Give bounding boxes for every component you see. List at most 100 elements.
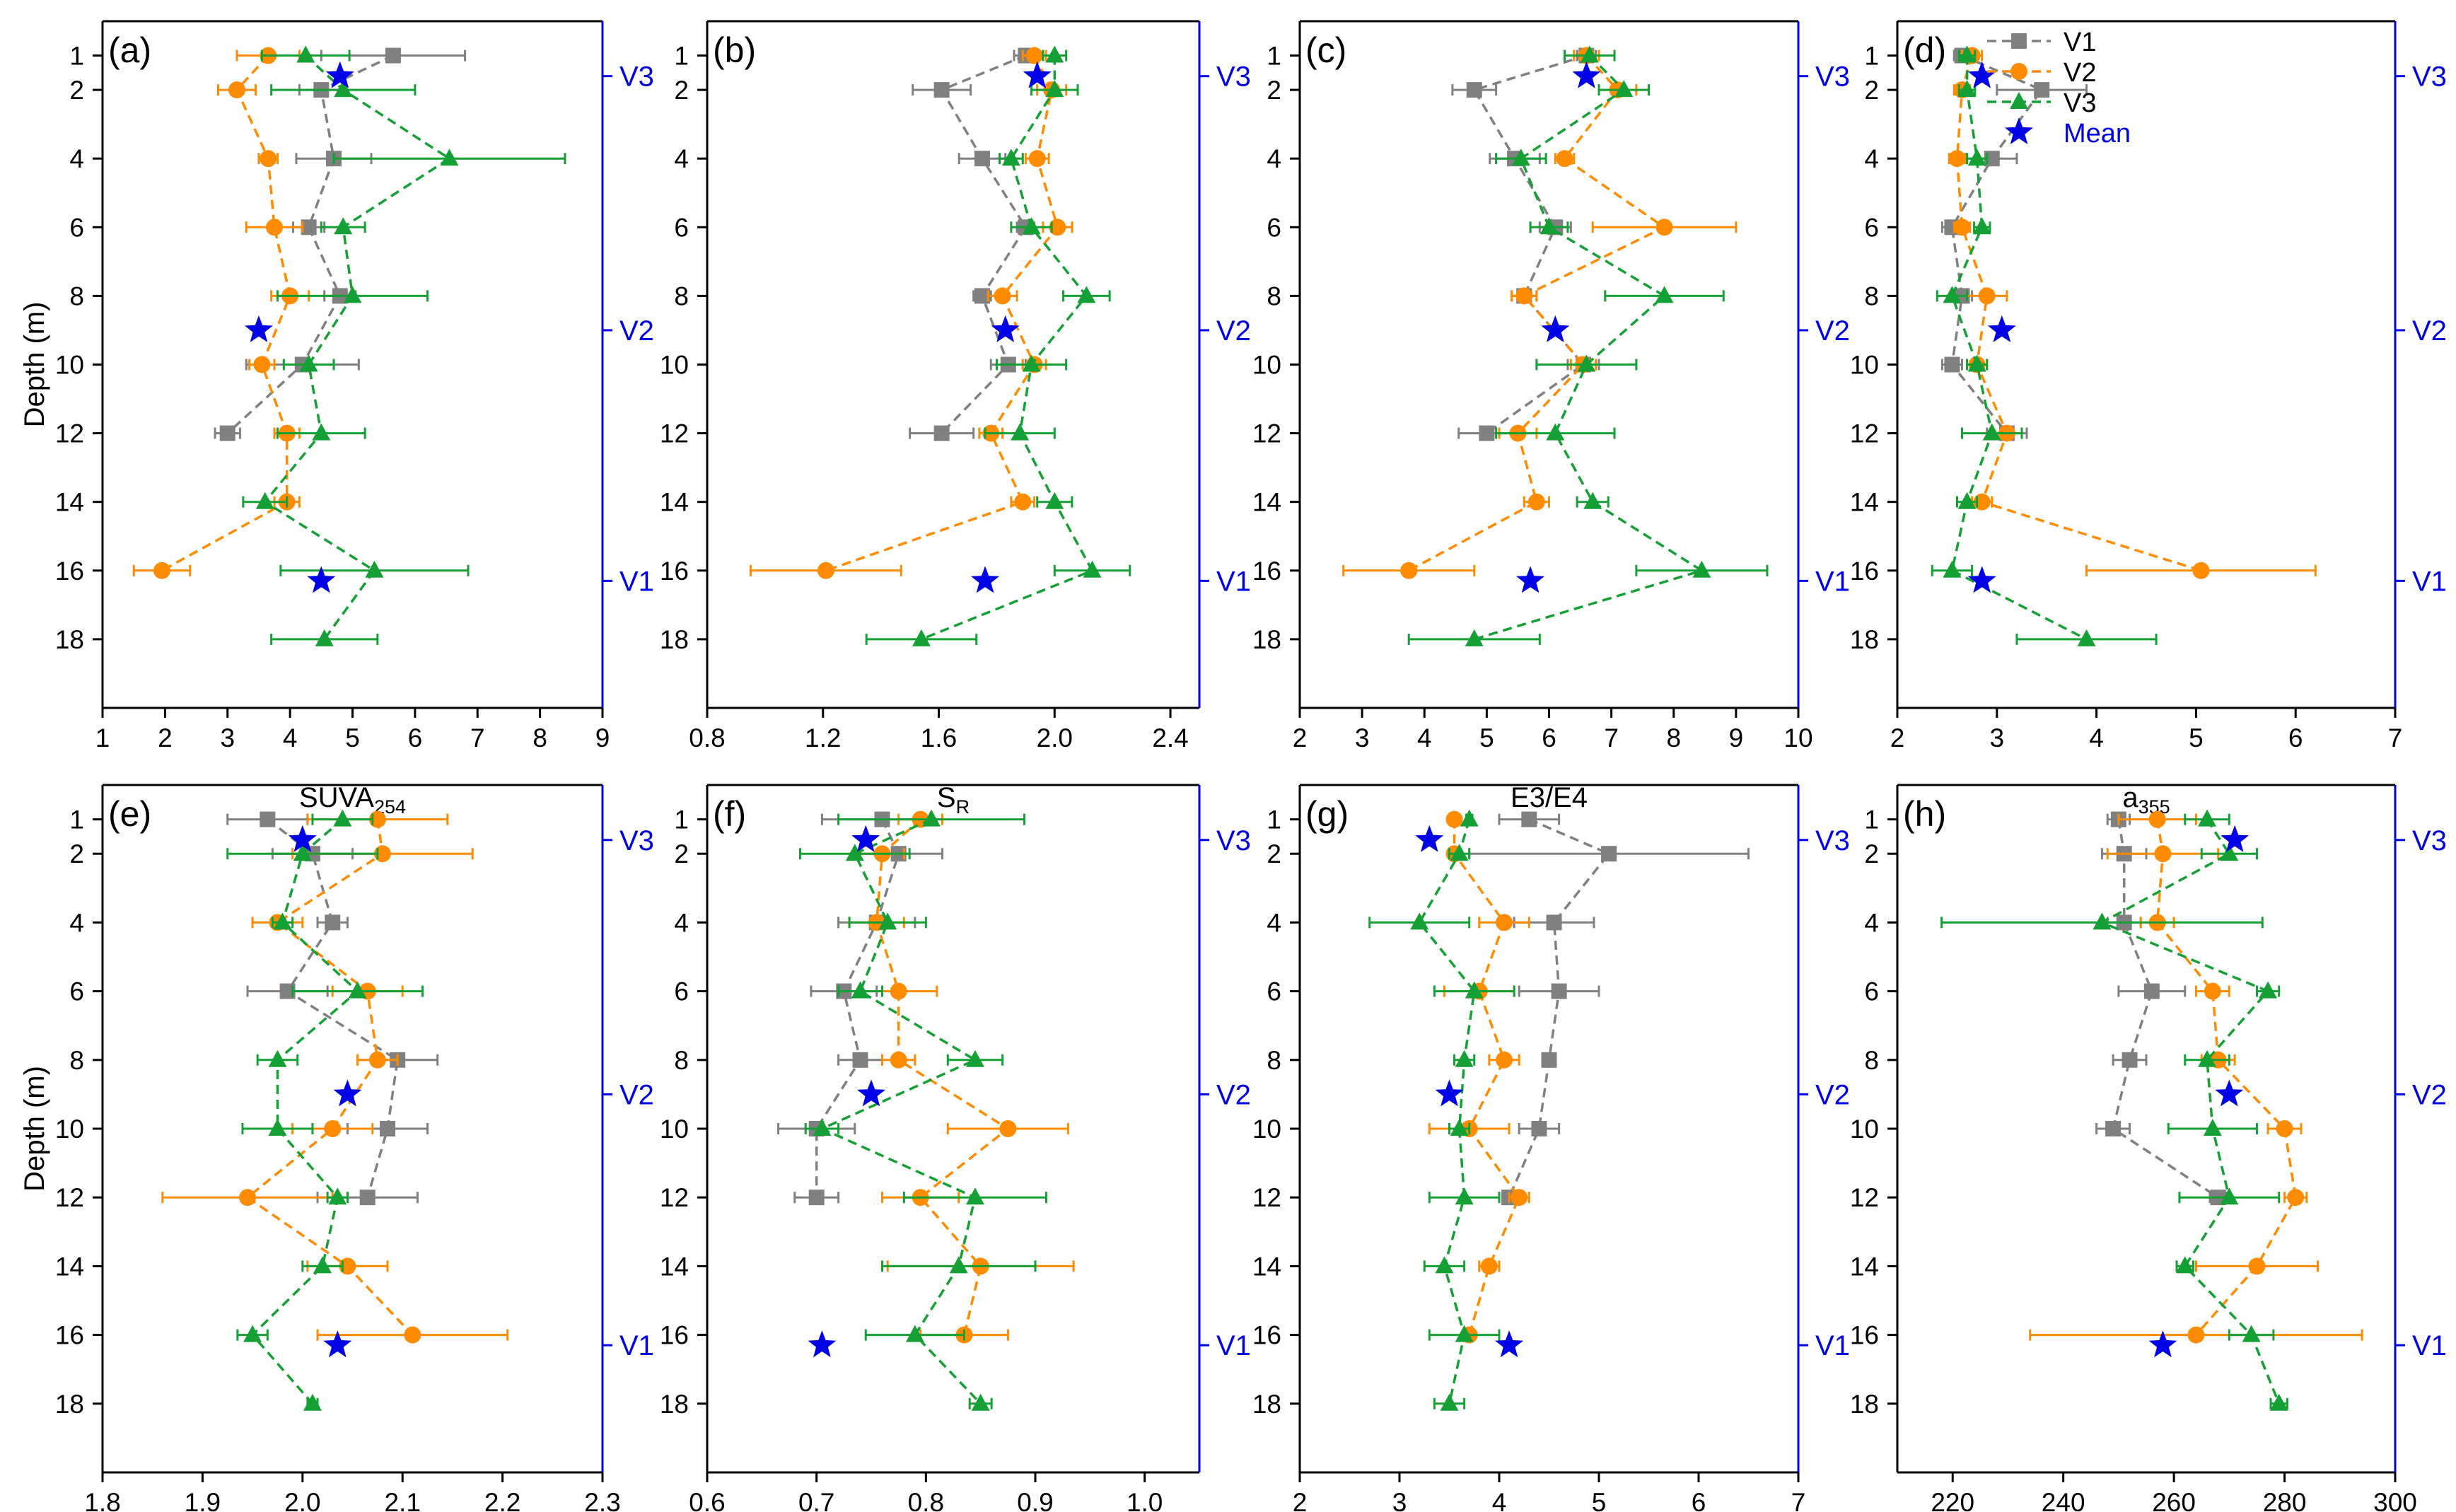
- data-point-v3: [1455, 1049, 1474, 1067]
- data-point-v2: [1400, 562, 1418, 579]
- x-axis-label: SR: [937, 782, 970, 818]
- data-point-v2: [1655, 219, 1673, 236]
- x-axis-label-main: E3/E4: [1511, 782, 1588, 813]
- panel-a: 1 2 3 4 5 6 7 8 9124681012141618V3V2V1(a)SUVA254…: [19, 20, 654, 818]
- legend-marker-v3: [2010, 92, 2028, 109]
- x-tick-label: 300: [2373, 1488, 2417, 1512]
- y-tick-label: 4: [674, 144, 689, 173]
- data-point-v3: [1957, 45, 1977, 63]
- data-point-mean: [1967, 566, 1996, 593]
- data-point-v1: [1541, 1052, 1557, 1068]
- y-tick-label: 16: [660, 557, 689, 586]
- x-tick-label: 6: [408, 723, 423, 752]
- y-tick-label: 16: [55, 557, 84, 586]
- series-v2: [161, 810, 509, 1344]
- data-point-v3: [293, 844, 312, 861]
- data-point-v1: [1479, 425, 1495, 441]
- right-axis-tick-label: V2: [2412, 1079, 2447, 1110]
- x-tick-label: 4: [283, 723, 298, 752]
- data-point-v2: [1511, 1189, 1528, 1206]
- x-tick-label: 4: [1417, 723, 1432, 752]
- y-tick-label: 6: [1864, 977, 1879, 1006]
- right-axis-tick-label: V1: [1216, 566, 1251, 597]
- series-v1: [909, 47, 1039, 441]
- data-point-v2: [1014, 493, 1032, 511]
- x-tick-label: 6: [1692, 1488, 1706, 1512]
- series-line-v1: [267, 818, 399, 1198]
- y-tick-label: 4: [1267, 908, 1281, 937]
- series-mean: [2148, 825, 2250, 1358]
- legend-marker-mean: [2005, 117, 2033, 144]
- panel-h: 220240260280300124681012141618V3V2V1(h)F…: [1850, 784, 2447, 1512]
- x-axis-label-subscript: R: [956, 796, 970, 818]
- data-point-v3: [2203, 1119, 2222, 1136]
- data-point-mean: [971, 566, 999, 593]
- x-tick-label: 220: [1931, 1488, 1974, 1512]
- data-point-v3: [1580, 45, 1599, 63]
- data-point-v3: [1440, 1393, 1459, 1411]
- data-point-v3: [1943, 286, 1962, 303]
- panel-b: 0.8 1.2 1.6 2.0 2.4124681012141618V3V2V1(b)S…: [660, 20, 1251, 818]
- x-tick-label: 3: [220, 723, 235, 752]
- data-point-v2: [253, 356, 271, 373]
- x-tick-label: 2.4: [1152, 723, 1188, 752]
- data-point-v3: [1450, 844, 1469, 861]
- x-tick-label: 6: [1542, 723, 1556, 752]
- y-tick-label: 10: [1850, 351, 1879, 380]
- y-tick-label: 2: [1267, 839, 1281, 868]
- right-axis-tick-label: V3: [2412, 825, 2447, 856]
- x-axis-label-main: SUVA: [299, 782, 374, 813]
- right-axis-tick-label: V1: [2412, 1330, 2447, 1361]
- right-axis-tick-label: V3: [1216, 62, 1251, 93]
- x-tick-label: 8: [1666, 723, 1681, 752]
- data-point-v1: [2105, 1121, 2122, 1136]
- data-point-v2: [2276, 1120, 2293, 1137]
- series-line-v3: [1418, 819, 1476, 1405]
- data-point-v2: [1556, 150, 1573, 168]
- y-tick-label: 2: [674, 76, 689, 105]
- data-point-v3: [905, 1325, 924, 1342]
- series-v2: [2029, 810, 2363, 1344]
- x-tick-label: 4: [2089, 723, 2104, 752]
- data-point-v1: [359, 1190, 376, 1206]
- data-point-v3: [255, 492, 274, 509]
- x-tick-label: 240: [2042, 1488, 2085, 1512]
- data-point-v1: [933, 425, 950, 441]
- x-axis-label: a355: [2122, 782, 2170, 818]
- legend-marker-v2: [2010, 63, 2027, 80]
- data-point-v3: [268, 1049, 287, 1067]
- data-point-v3: [965, 1187, 984, 1205]
- data-point-v2: [2287, 1189, 2305, 1206]
- data-point-v2: [890, 982, 907, 1000]
- data-point-v2: [404, 1326, 421, 1344]
- right-axis-tick-label: V1: [1815, 566, 1850, 597]
- data-point-v3: [1022, 354, 1041, 372]
- data-point-v1: [974, 151, 990, 167]
- data-point-mean: [2221, 825, 2250, 852]
- data-point-v3: [2077, 629, 2096, 646]
- x-tick-label: 5: [2189, 723, 2204, 752]
- data-point-v2: [1445, 810, 1463, 828]
- right-axis-tick-label: V3: [619, 62, 654, 93]
- series-v1: [226, 811, 439, 1206]
- right-axis-tick-label: V3: [1815, 825, 1850, 856]
- y-tick-label: 1: [69, 806, 84, 834]
- x-tick-label: 2.1: [384, 1488, 420, 1512]
- data-point-v3: [333, 809, 352, 827]
- data-point-v3: [1577, 354, 1596, 372]
- series-v1: [1451, 47, 1600, 441]
- x-tick-label: 1.0: [1127, 1488, 1163, 1512]
- y-tick-label: 16: [1850, 1321, 1879, 1350]
- data-point-v2: [1028, 150, 1046, 168]
- data-point-mean: [1435, 1079, 1464, 1107]
- data-point-v3: [851, 981, 870, 999]
- data-point-v3: [2175, 1256, 2194, 1274]
- data-point-v3: [348, 981, 367, 999]
- x-tick-label: 4: [1492, 1488, 1507, 1512]
- panel-d: 2 3 4 5 6 7124681012141618V3V2V1(d)a355V1V2V3…: [1850, 20, 2447, 818]
- panel-label: (c): [1305, 30, 1346, 70]
- data-point-v1: [219, 425, 235, 441]
- panel-f: 0.60.70.80.91.0124681012141618V3V2V1(f)B…: [660, 784, 1251, 1512]
- data-point-v3: [971, 1393, 990, 1411]
- y-tick-label: 10: [1252, 1115, 1281, 1144]
